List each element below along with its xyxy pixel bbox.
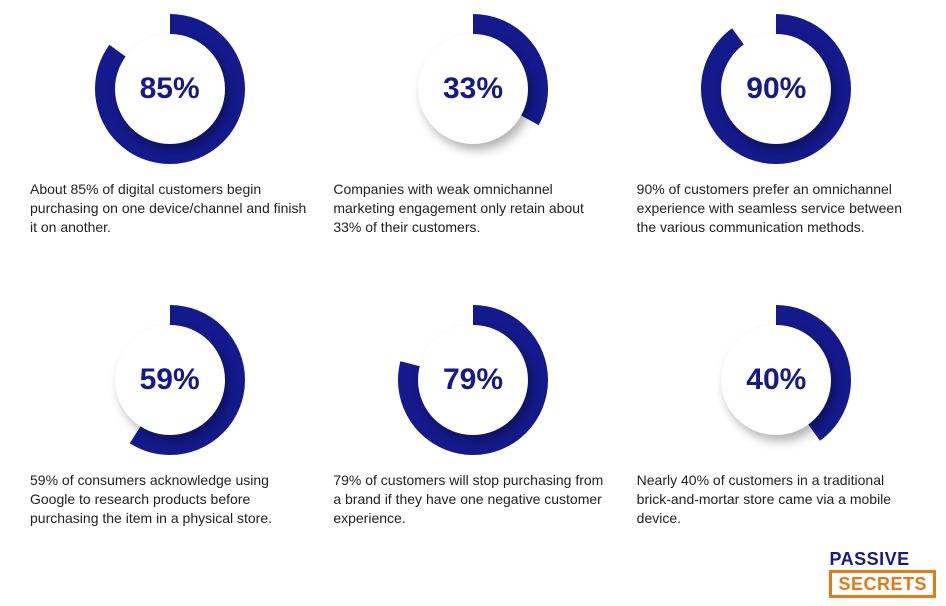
stat-description: 79% of customers will stop purchasing fr… [331,471,614,528]
donut-inner: 40% [721,325,831,435]
stat-description: Companies with weak omnichannel marketin… [331,180,614,237]
donut-chart-4: 79% [398,305,548,455]
percent-label: 59% [140,363,200,397]
stat-cell-3: 59% 59% of consumers acknowledge using G… [28,305,311,586]
logo-line1: PASSIVE [829,550,936,568]
percent-label: 85% [140,72,200,106]
donut-chart-0: 85% [95,14,245,164]
donut-wrap: 33% [331,14,614,164]
donut-wrap: 79% [331,305,614,455]
donut-chart-3: 59% [95,305,245,455]
stats-grid: 85% About 85% of digital customers begin… [0,0,946,606]
donut-wrap: 90% [635,14,918,164]
donut-wrap: 85% [28,14,311,164]
percent-label: 79% [443,363,503,397]
brand-logo: PASSIVE SECRETS [829,550,936,598]
percent-label: 33% [443,72,503,106]
donut-chart-5: 40% [701,305,851,455]
donut-wrap: 59% [28,305,311,455]
stat-cell-0: 85% About 85% of digital customers begin… [28,14,311,295]
donut-inner: 59% [115,325,225,435]
stat-description: 90% of customers prefer an omnichannel e… [635,180,918,237]
donut-inner: 85% [115,34,225,144]
logo-line2: SECRETS [829,570,936,598]
donut-chart-1: 33% [398,14,548,164]
donut-chart-2: 90% [701,14,851,164]
stat-description: About 85% of digital customers begin pur… [28,180,311,237]
donut-inner: 33% [418,34,528,144]
stat-cell-2: 90% 90% of customers prefer an omnichann… [635,14,918,295]
donut-wrap: 40% [635,305,918,455]
stat-cell-5: 40% Nearly 40% of customers in a traditi… [635,305,918,586]
percent-label: 90% [746,72,806,106]
stat-description: 59% of consumers acknowledge using Googl… [28,471,311,528]
donut-inner: 79% [418,325,528,435]
stat-cell-4: 79% 79% of customers will stop purchasin… [331,305,614,586]
donut-inner: 90% [721,34,831,144]
stat-cell-1: 33% Companies with weak omnichannel mark… [331,14,614,295]
stat-description: Nearly 40% of customers in a traditional… [635,471,918,528]
percent-label: 40% [746,363,806,397]
